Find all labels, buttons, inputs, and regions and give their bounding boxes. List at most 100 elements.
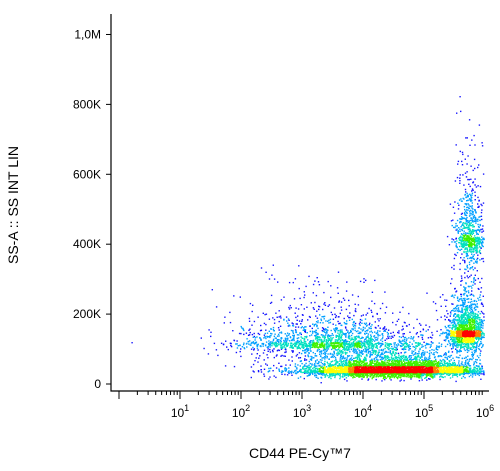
event-dot [334, 357, 337, 359]
event-dot [375, 356, 377, 358]
event-dot [312, 346, 314, 348]
event-dot [422, 345, 424, 348]
event-dot [375, 346, 377, 349]
event-dot [207, 353, 210, 355]
event-dot [342, 376, 344, 378]
event-dot [469, 246, 471, 249]
event-dot [321, 363, 324, 365]
event-dot [309, 343, 311, 345]
event-dot [329, 335, 331, 337]
event-dot [419, 347, 421, 350]
event-dot [343, 361, 345, 363]
event-dot [462, 308, 464, 311]
event-dot [469, 358, 471, 360]
event-dot [478, 299, 480, 301]
event-dot [329, 362, 331, 365]
event-dot [355, 338, 357, 340]
event-dot [462, 223, 464, 225]
event-dot [343, 317, 345, 320]
event-dot [459, 177, 461, 179]
event-dot [256, 345, 259, 347]
event-dot [463, 345, 465, 347]
event-dot [466, 342, 468, 345]
event-dot [335, 324, 337, 326]
event-dot [458, 320, 460, 322]
event-dot [455, 291, 457, 293]
event-dot [454, 307, 456, 310]
event-dot [352, 372, 354, 374]
event-dot [456, 310, 459, 312]
event-dot [456, 112, 458, 114]
event-dot [358, 340, 361, 342]
event-dot [281, 365, 283, 368]
event-dot [433, 372, 435, 375]
event-dot [335, 363, 337, 365]
event-dot [307, 367, 309, 369]
event-dot [472, 354, 474, 357]
event-dot [347, 315, 349, 317]
event-dot [388, 337, 390, 339]
event-dot [348, 362, 351, 364]
event-dot [471, 348, 473, 351]
event-dot [318, 373, 320, 375]
event-dot [417, 355, 419, 357]
event-dot [476, 320, 478, 323]
event-dot [470, 303, 472, 305]
event-dot [256, 353, 258, 355]
event-dot [477, 185, 479, 187]
event-dot [331, 375, 333, 377]
event-dot [292, 339, 294, 341]
event-dot [299, 376, 302, 378]
event-dot [483, 319, 485, 322]
event-dot [328, 322, 330, 324]
event-dot [239, 296, 241, 298]
event-dot [312, 323, 314, 325]
event-dot [379, 359, 382, 361]
event-dot [454, 323, 457, 325]
event-dot [340, 354, 342, 356]
event-dot [347, 347, 349, 349]
event-dot [339, 322, 341, 324]
event-dot [415, 345, 417, 348]
event-dot [340, 306, 342, 308]
event-dot [473, 300, 475, 302]
event-dot [455, 254, 457, 257]
event-dot [447, 351, 450, 353]
event-dot [241, 346, 244, 348]
event-dot [327, 320, 329, 322]
event-dot [458, 336, 460, 339]
event-dot [374, 343, 376, 345]
event-dot [451, 376, 454, 378]
event-dot [358, 323, 361, 325]
event-dot [440, 373, 443, 376]
event-dot [479, 215, 481, 218]
event-dot [450, 295, 453, 297]
event-dot [471, 230, 473, 232]
event-dot [322, 334, 324, 337]
event-dot [466, 372, 468, 375]
event-dot [470, 251, 472, 253]
event-dot [309, 340, 312, 342]
event-dot [422, 374, 424, 376]
event-dot [269, 302, 272, 304]
event-dot [319, 351, 321, 353]
event-dot [408, 359, 411, 361]
event-dot [449, 334, 451, 336]
event-dot [288, 306, 290, 309]
event-dot [340, 309, 343, 311]
event-dot [474, 217, 477, 219]
event-dot [467, 155, 469, 157]
event-dot [400, 357, 403, 359]
event-dot [347, 331, 349, 334]
event-dot [319, 365, 321, 367]
event-dot [464, 302, 466, 304]
event-dot [453, 314, 455, 316]
event-dot [252, 346, 254, 349]
event-dot [372, 339, 375, 341]
event-dot [333, 353, 336, 355]
event-dot [408, 323, 410, 326]
event-dot [469, 309, 471, 311]
event-dot [362, 314, 364, 316]
event-dot [471, 309, 474, 312]
event-dot [330, 374, 332, 376]
